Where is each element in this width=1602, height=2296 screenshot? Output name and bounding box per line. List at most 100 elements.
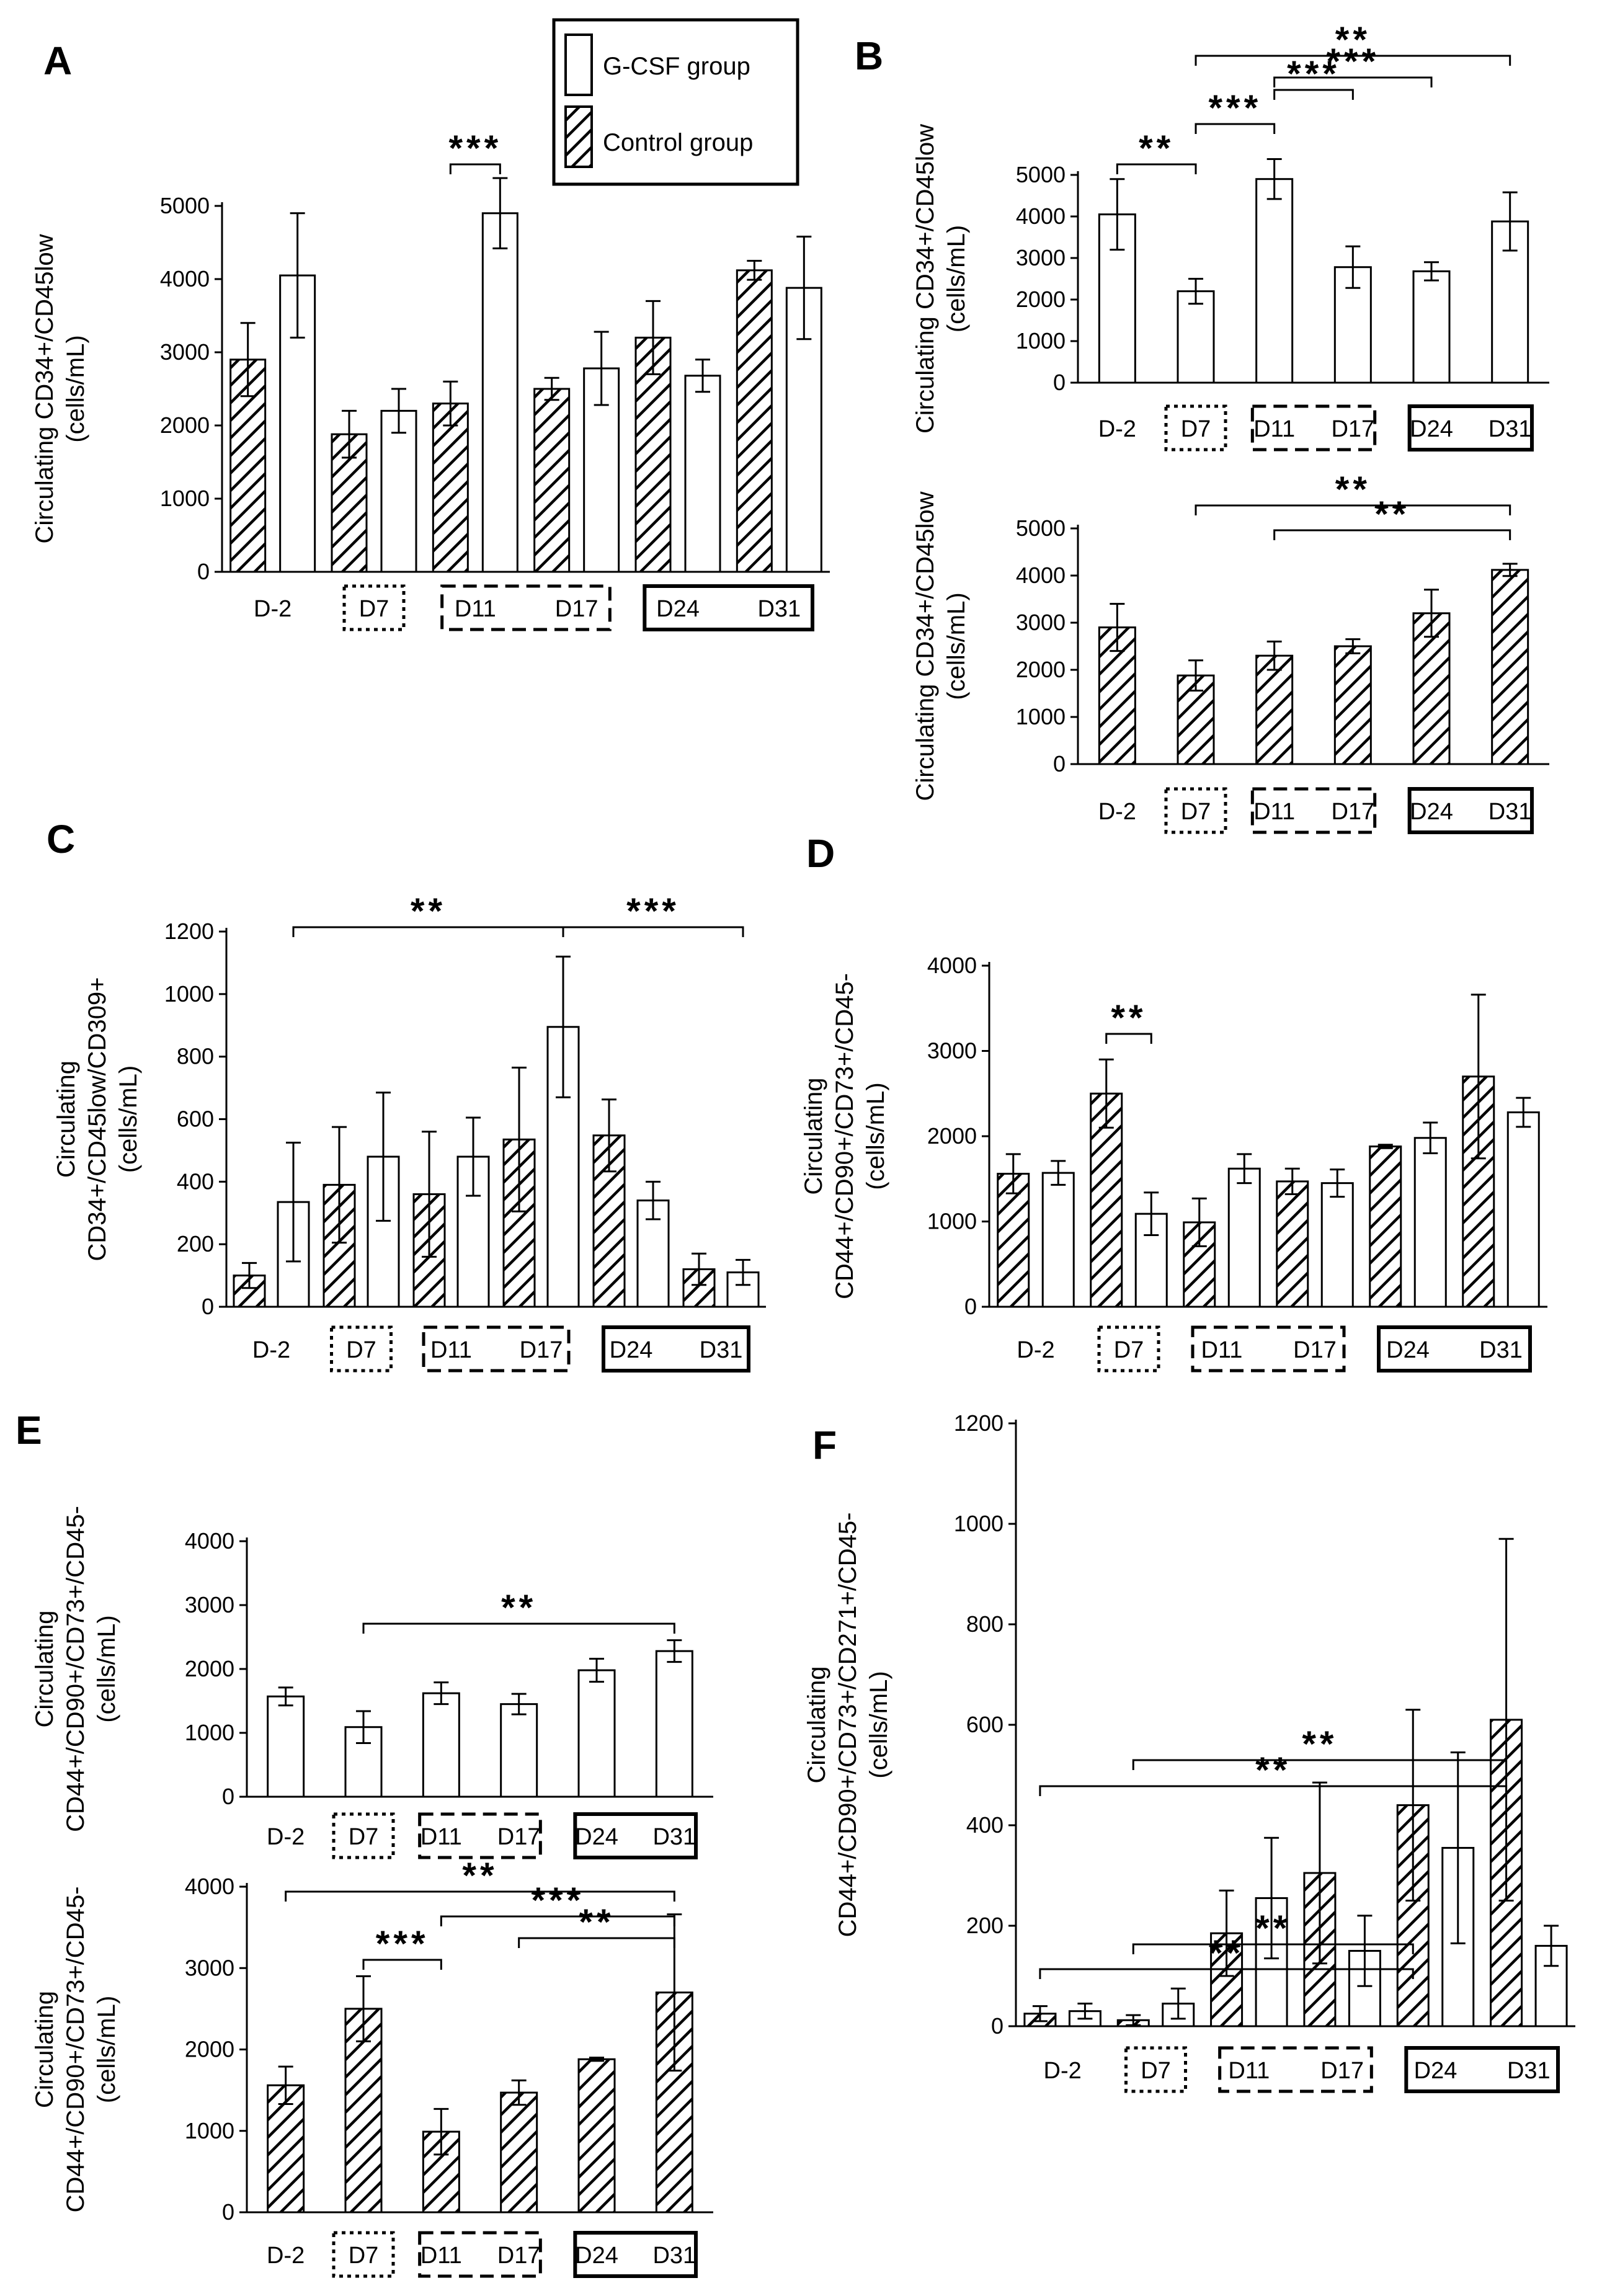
- y-tick-label: 400: [966, 1812, 1003, 1838]
- category-label-d17: D17: [520, 1337, 563, 1363]
- category-label-d31: D31: [700, 1337, 743, 1363]
- category-label-d7: D7: [346, 1337, 376, 1363]
- category-box-dashed: [1218, 2046, 1373, 2093]
- category-box-solid: [1407, 787, 1534, 834]
- panel-letter-f: F: [812, 1423, 837, 1467]
- y-axis-label-e: Circulating CD44+/CD90+/CD73+/CD45- (cells…: [31, 1506, 120, 1832]
- bar-control-d24: [1412, 612, 1451, 765]
- y-axis-label-line: (cells/mL): [862, 1082, 889, 1190]
- category-label-d11: D11: [421, 1824, 462, 1850]
- category-box-dashed: [418, 2231, 542, 2278]
- y-tick-label: 0: [222, 2199, 234, 2225]
- bar-gcsf-d11: [481, 212, 518, 573]
- significance-stars: **: [1255, 1750, 1291, 1791]
- y-axis-label-line: Circulating: [803, 1666, 830, 1784]
- significance-line: [1039, 1968, 1414, 1979]
- bar-control-d31: [736, 269, 773, 573]
- bar-gcsf-d7: [1177, 290, 1215, 384]
- y-axis-label-line: CD44+/CD90+/CD73+/CD45-: [62, 1506, 89, 1832]
- significance-stars: ***: [626, 891, 680, 932]
- y-tick-label: 3000: [1016, 610, 1066, 635]
- significance-stars: **: [1335, 20, 1371, 60]
- y-tick-label: 600: [966, 1712, 1003, 1737]
- y-axis-label-line: (cells/mL): [865, 1671, 892, 1778]
- y-tick-label: 1000: [927, 1209, 977, 1234]
- significance-line: [1195, 55, 1511, 66]
- y-tick-label: 1000: [160, 486, 210, 511]
- category-box-dotted: [1097, 1325, 1160, 1373]
- y-axis-label-line: CD44+/CD90+/CD73+/CD271+/CD45-: [834, 1513, 861, 1938]
- y-axis-label-line: Circulating: [31, 1611, 58, 1728]
- bar-control-d17: [533, 388, 571, 573]
- significance-bracket: ***: [440, 1880, 675, 1926]
- significance-stars: ***: [448, 128, 502, 169]
- panel-letter-d: D: [806, 831, 835, 876]
- category-label-d31: D31: [1489, 416, 1532, 442]
- chart-panel-d: 0 1000 2000 3000 4000 Circulating CD44+/CD90+/…: [800, 953, 1547, 1373]
- significance-stars: **: [1374, 494, 1410, 535]
- category-label-d24: D24: [1386, 1337, 1430, 1363]
- category-label-d24: D24: [656, 596, 700, 622]
- bar-control-d11: [1255, 654, 1294, 765]
- y-tick-label: 4000: [185, 1874, 234, 1899]
- y-axis-label-line: (cells/mL): [93, 1615, 120, 1722]
- category-label-d24: D24: [575, 1824, 618, 1850]
- category-label-d-2: D-2: [252, 1337, 290, 1363]
- significance-bracket: ***: [362, 1924, 442, 1970]
- y-axis-label-a: Circulating CD34+/CD45low (cells/mL): [31, 234, 89, 543]
- y-axis-label-line: (cells/mL): [62, 335, 89, 442]
- y-tick-label: 4000: [927, 953, 977, 978]
- significance-bracket: **: [1195, 20, 1511, 66]
- category-label-d31: D31: [652, 1824, 696, 1850]
- significance-bracket: **: [1273, 494, 1511, 540]
- category-label-d11: D11: [1253, 799, 1295, 825]
- y-axis-label-b2: Circulating CD34+/CD45low (cells/mL): [912, 491, 970, 801]
- panel-letter-a: A: [43, 38, 72, 83]
- bar-control-d17: [1276, 1180, 1309, 1308]
- legend-swatch-control: [564, 105, 593, 168]
- category-label-d11: D11: [430, 1337, 472, 1363]
- significance-stars: **: [1302, 1724, 1337, 1764]
- y-tick-label: 1000: [185, 1720, 234, 1745]
- chart-panel-e: 0 1000 2000 3000 4000 Circulating CD44+/CD90+/…: [31, 1506, 713, 1859]
- significance-bracket: **: [1039, 1750, 1508, 1796]
- y-tick-label: 1200: [164, 919, 214, 944]
- bar-gcsf-d11: [1255, 178, 1294, 384]
- significance-line: [1195, 504, 1511, 515]
- category-label-d7: D7: [1181, 799, 1211, 825]
- legend-swatch-gcsf: [564, 33, 593, 96]
- y-tick-label: 3000: [160, 339, 210, 365]
- significance-stars: **: [579, 1902, 614, 1942]
- y-axis-label-line: Circulating: [800, 1078, 827, 1195]
- y-tick-label: 1000: [1016, 704, 1066, 729]
- y-tick-label: 600: [177, 1106, 214, 1132]
- bar-gcsf-d-2: [1041, 1172, 1075, 1308]
- chart-panel-a: 0 1000 2000 3000 4000 5000 Circulating CD34+/C…: [31, 128, 830, 631]
- y-tick-label: 0: [1053, 370, 1066, 395]
- category-label-d7: D7: [359, 596, 389, 622]
- bar-gcsf-d17: [500, 1703, 538, 1798]
- y-tick-label: 3000: [185, 1955, 234, 1980]
- category-label-d7: D7: [349, 2243, 379, 2269]
- significance-stars: **: [1111, 998, 1146, 1038]
- bar-control-d24: [577, 2058, 616, 2214]
- y-axis-label-line: (cells/mL): [943, 592, 970, 700]
- significance-stars: **: [411, 891, 446, 932]
- significance-line: [1273, 89, 1354, 100]
- y-tick-label: 400: [177, 1168, 214, 1194]
- bar-control-d-2: [229, 358, 267, 573]
- y-axis-label-line: CD34+/CD45low/CD309+: [84, 977, 111, 1261]
- panel-letter-c: C: [47, 817, 75, 861]
- y-tick-label: 0: [222, 1784, 234, 1809]
- y-tick-label: 0: [991, 2013, 1003, 2039]
- bar-gcsf-d31: [655, 1650, 693, 1798]
- y-tick-label: 1000: [954, 1511, 1003, 1536]
- category-label-d-2: D-2: [1017, 1337, 1054, 1363]
- y-axis-label-line: Circulating: [31, 1991, 58, 2108]
- bar-gcsf-d24: [577, 1669, 616, 1798]
- category-box-dotted: [1164, 404, 1227, 452]
- significance-stars: ***: [376, 1924, 429, 1964]
- bar-gcsf-d11: [422, 1692, 460, 1798]
- significance-bracket: **: [518, 1902, 675, 1948]
- category-label-d24: D24: [1414, 2058, 1457, 2084]
